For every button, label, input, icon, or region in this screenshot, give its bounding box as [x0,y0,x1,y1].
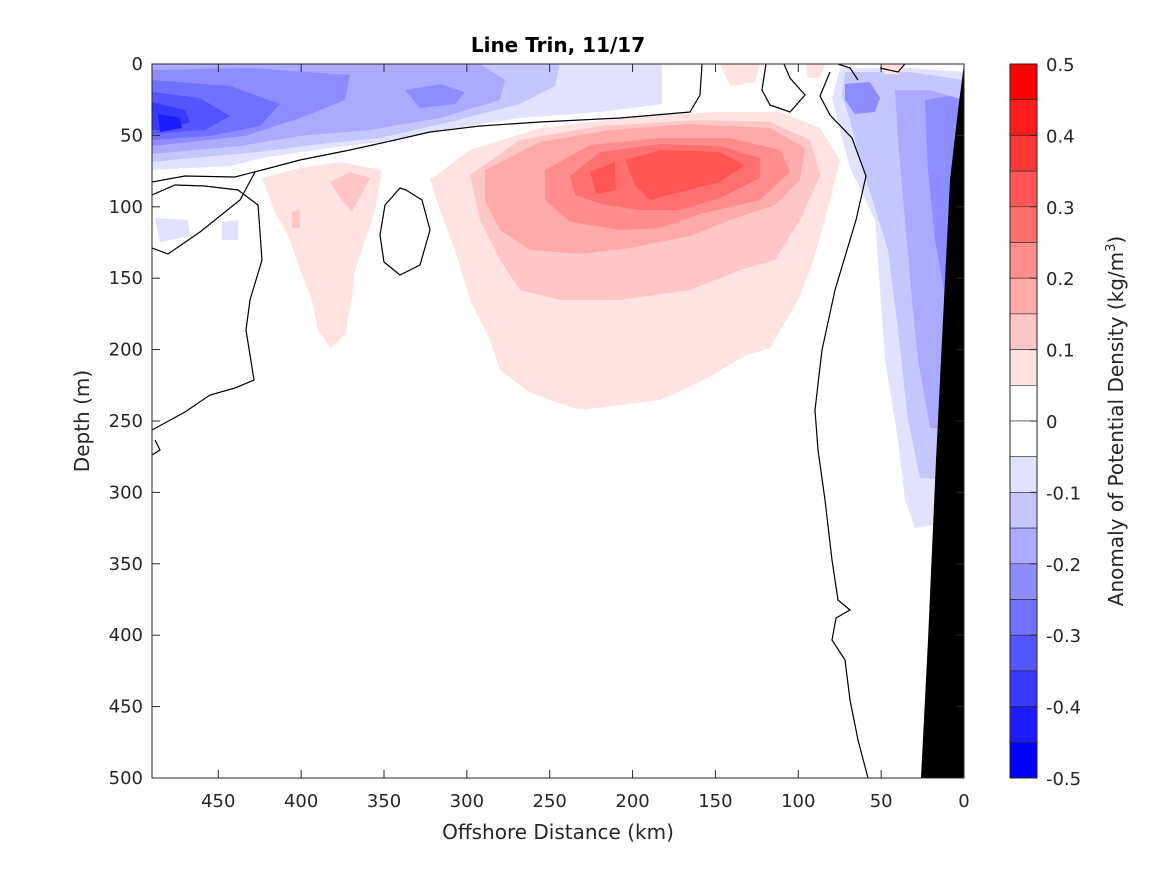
colorbar-level [1009,492,1038,529]
x-tick-label: 400 [284,791,318,812]
colorbar-tick-label: -0.1 [1046,483,1081,504]
positive-anomaly-region [330,172,370,212]
colorbar-tick-label: 0 [1046,412,1057,433]
zero-contour-line [152,439,161,456]
colorbar-level [1009,670,1038,707]
negative-anomaly-region [405,84,465,108]
x-tick-label: 450 [201,791,235,812]
zero-contour-line [879,64,906,73]
colorbar-level [1009,349,1038,386]
y-tick-label: 0 [132,54,143,75]
zero-contours [152,64,906,778]
x-tick-label: 100 [781,791,815,812]
y-axis-label: Depth (m) [70,370,94,472]
colorbar-tick-label: -0.4 [1046,698,1081,719]
y-tick-label: 350 [109,554,143,575]
y-tick-label: 300 [109,482,143,503]
colorbar-level [1009,563,1038,600]
colorbar-axis: 0.5 0.4 0.3 0.2 0.1 0 -0.1 -0.2 -0.3 -0.4 -0.5 [1030,55,1081,790]
y-tick-label: 450 [109,697,143,718]
chart-title: Line Trin, 11/17 [471,33,645,57]
x-axis: 450 400 350 300 250 200 150 100 50 0 [201,64,970,812]
negative-anomaly-region [845,82,880,114]
positive-anomaly-region [292,210,300,228]
y-tick-label: 150 [109,268,143,289]
x-tick-label: 200 [615,791,649,812]
plot-area [152,64,964,778]
colorbar-tick-label: 0.5 [1046,55,1075,76]
colorbar-tick-label: -0.2 [1046,555,1081,576]
zero-contour-line [379,187,431,276]
colorbar-level [1009,456,1038,493]
positive-anomaly-region [625,150,745,200]
y-tick-label: 400 [109,625,143,646]
colorbar-level [1009,527,1038,565]
positive-anomaly-region [720,64,760,86]
y-tick-label: 50 [120,125,143,146]
colorbar-level [1009,277,1038,315]
colorbar-level [1009,135,1038,172]
y-tick-label: 100 [109,197,143,218]
seafloor-topography [921,64,964,778]
colorbar-level [1009,420,1038,458]
colorbar-tick-label: 0.2 [1046,269,1075,290]
x-tick-label: 250 [533,791,567,812]
colorbar-tick-label: -0.3 [1046,626,1081,647]
colorbar-level [1009,599,1038,636]
colorbar-level [1009,242,1038,279]
colorbar-tick-label: 0.1 [1046,341,1075,362]
colorbar-label: Anomaly of Potential Density (kg/m3) [1104,236,1128,606]
x-tick-label: 300 [450,791,484,812]
colorbar-level [1009,63,1038,101]
zero-contour-line [152,184,263,431]
x-tick-label: 150 [698,791,732,812]
colorbar-level [1009,634,1038,672]
zero-contour-line [761,64,806,113]
y-tick-label: 250 [109,411,143,432]
zero-contour-line [814,71,869,778]
colorbar-level [1009,384,1038,422]
colorbar-tick-label: -0.5 [1046,769,1081,790]
x-tick-label: 350 [367,791,401,812]
colorbar-label-superscript: 3 [1104,244,1119,252]
colorbar-tick-label: 0.4 [1046,126,1075,147]
zero-contour-line [152,64,703,183]
positive-anomaly-region [805,64,825,78]
colorbar-label-close: ) [1104,236,1128,244]
y-tick-label: 500 [109,768,143,789]
colorbar-level [1009,741,1038,779]
x-axis-label: Offshore Distance (km) [442,820,674,844]
negative-anomaly-region [158,114,182,132]
x-tick-label: 0 [958,791,969,812]
colorbar-level [1009,706,1038,743]
x-tick-label: 50 [870,791,893,812]
y-tick-label: 200 [109,340,143,361]
negative-anomaly-region [222,220,238,240]
y-axis: 0 50 100 150 200 250 300 350 400 450 500 [109,54,964,789]
zero-contour-line [837,64,859,81]
colorbar-tick-label: 0.3 [1046,198,1075,219]
colorbar-level [1009,206,1038,243]
zero-contour-line [152,171,256,255]
colorbar-label-main: Anomaly of Potential Density (kg/m [1104,252,1128,606]
colorbar-level [1009,313,1038,350]
positive-anomaly-region [590,162,616,194]
negative-anomaly-region [155,218,190,242]
colorbar-level [1009,170,1038,208]
colorbar-level [1009,99,1038,136]
